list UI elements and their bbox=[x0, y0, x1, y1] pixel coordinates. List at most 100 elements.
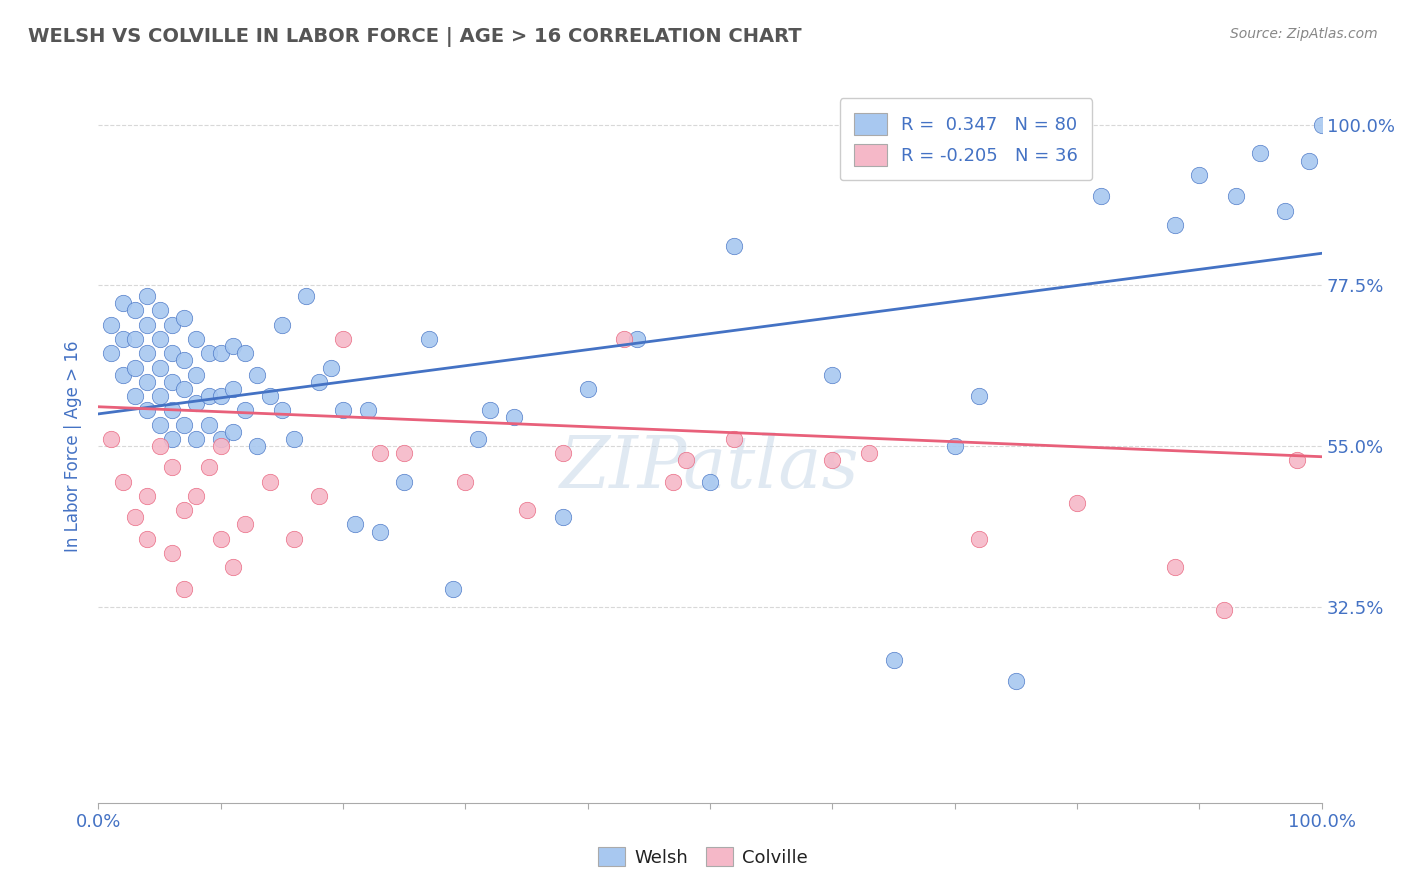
Point bbox=[1090, 189, 1112, 203]
Point bbox=[173, 353, 195, 368]
Point bbox=[576, 382, 599, 396]
Point bbox=[149, 439, 172, 453]
Point bbox=[136, 403, 159, 417]
Point bbox=[441, 582, 464, 596]
Point bbox=[124, 332, 146, 346]
Text: WELSH VS COLVILLE IN LABOR FORCE | AGE > 16 CORRELATION CHART: WELSH VS COLVILLE IN LABOR FORCE | AGE >… bbox=[28, 27, 801, 46]
Point bbox=[344, 517, 367, 532]
Point bbox=[1249, 146, 1271, 161]
Point bbox=[124, 389, 146, 403]
Point bbox=[173, 417, 195, 432]
Point bbox=[186, 396, 208, 410]
Point bbox=[246, 368, 269, 382]
Point bbox=[111, 475, 134, 489]
Point bbox=[136, 346, 159, 360]
Point bbox=[1004, 674, 1026, 689]
Point bbox=[100, 318, 122, 332]
Point bbox=[283, 432, 305, 446]
Point bbox=[209, 346, 232, 360]
Point bbox=[821, 368, 844, 382]
Point bbox=[1164, 560, 1187, 574]
Point bbox=[233, 346, 256, 360]
Point bbox=[186, 368, 208, 382]
Point bbox=[626, 332, 648, 346]
Legend: Welsh, Colville: Welsh, Colville bbox=[591, 840, 815, 874]
Point bbox=[160, 460, 183, 475]
Point bbox=[553, 510, 575, 524]
Point bbox=[613, 332, 636, 346]
Point bbox=[136, 489, 159, 503]
Point bbox=[270, 318, 294, 332]
Point bbox=[308, 375, 330, 389]
Point bbox=[467, 432, 489, 446]
Point bbox=[1310, 118, 1333, 132]
Point bbox=[149, 389, 172, 403]
Point bbox=[197, 389, 219, 403]
Point bbox=[186, 489, 208, 503]
Point bbox=[222, 560, 245, 574]
Point bbox=[967, 532, 990, 546]
Point bbox=[124, 510, 146, 524]
Point bbox=[246, 439, 269, 453]
Legend: R =  0.347   N = 80, R = -0.205   N = 36: R = 0.347 N = 80, R = -0.205 N = 36 bbox=[839, 98, 1092, 180]
Point bbox=[136, 532, 159, 546]
Point bbox=[111, 368, 134, 382]
Point bbox=[233, 403, 256, 417]
Point bbox=[943, 439, 966, 453]
Point bbox=[723, 239, 745, 253]
Point bbox=[308, 489, 330, 503]
Point bbox=[392, 475, 416, 489]
Point bbox=[368, 524, 391, 539]
Point bbox=[356, 403, 378, 417]
Point bbox=[197, 417, 219, 432]
Point bbox=[209, 439, 232, 453]
Point bbox=[1225, 189, 1247, 203]
Point bbox=[173, 310, 195, 325]
Point bbox=[392, 446, 416, 460]
Y-axis label: In Labor Force | Age > 16: In Labor Force | Age > 16 bbox=[65, 340, 83, 552]
Point bbox=[186, 432, 208, 446]
Point bbox=[454, 475, 477, 489]
Point bbox=[160, 403, 183, 417]
Point bbox=[222, 339, 245, 353]
Point bbox=[136, 289, 159, 303]
Point bbox=[699, 475, 721, 489]
Point bbox=[821, 453, 844, 467]
Point bbox=[209, 532, 232, 546]
Point bbox=[858, 446, 880, 460]
Point bbox=[197, 346, 219, 360]
Point bbox=[319, 360, 342, 375]
Point bbox=[209, 432, 232, 446]
Point bbox=[1286, 453, 1309, 467]
Text: ZIPatlas: ZIPatlas bbox=[560, 432, 860, 503]
Point bbox=[1188, 168, 1211, 182]
Point bbox=[149, 332, 172, 346]
Point bbox=[368, 446, 391, 460]
Point bbox=[197, 460, 219, 475]
Point bbox=[173, 582, 195, 596]
Point bbox=[124, 360, 146, 375]
Point bbox=[149, 360, 172, 375]
Point bbox=[222, 382, 245, 396]
Point bbox=[723, 432, 745, 446]
Point bbox=[418, 332, 440, 346]
Point bbox=[160, 432, 183, 446]
Point bbox=[186, 332, 208, 346]
Point bbox=[1212, 603, 1234, 617]
Point bbox=[111, 296, 134, 310]
Point bbox=[124, 303, 146, 318]
Point bbox=[1298, 153, 1320, 168]
Point bbox=[259, 475, 281, 489]
Point bbox=[136, 375, 159, 389]
Point bbox=[111, 332, 134, 346]
Point bbox=[503, 410, 526, 425]
Point bbox=[270, 403, 294, 417]
Point bbox=[675, 453, 697, 467]
Point bbox=[515, 503, 537, 517]
Point bbox=[100, 432, 122, 446]
Point bbox=[1274, 203, 1296, 218]
Point bbox=[1066, 496, 1088, 510]
Point bbox=[259, 389, 281, 403]
Point bbox=[332, 403, 354, 417]
Point bbox=[149, 417, 172, 432]
